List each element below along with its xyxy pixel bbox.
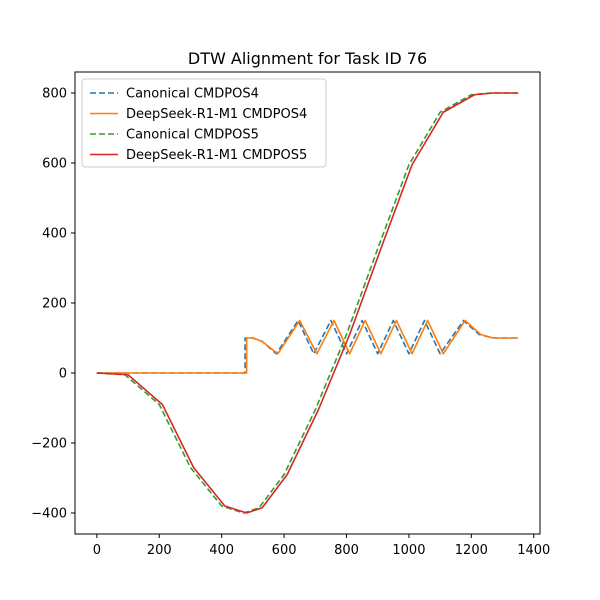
y-axis: −400 −200 0 200 400 600 800 <box>31 87 75 522</box>
x-tick-label: 1000 <box>392 543 425 558</box>
y-tick-label: 400 <box>42 227 67 242</box>
x-tick-label: 800 <box>334 543 359 558</box>
x-axis: 0 200 400 600 800 1000 1200 1400 <box>93 534 550 558</box>
x-tick-label: 400 <box>209 543 234 558</box>
legend-label-3: Canonical CMDPOS5 <box>126 128 259 143</box>
legend: Canonical CMDPOS4 DeepSeek-R1-M1 CMDPOS4 C… <box>81 78 327 168</box>
series-line-2 <box>96 319 519 374</box>
y-tick-label: 800 <box>42 87 67 102</box>
chart-title: DTW Alignment for Task ID 76 <box>188 49 427 68</box>
x-tick-label: 200 <box>147 543 172 558</box>
plot-lines <box>96 92 519 514</box>
y-tick-label: 200 <box>42 297 67 312</box>
legend-label-2: DeepSeek-R1-M1 CMDPOS4 <box>126 107 307 122</box>
x-tick-label: 1200 <box>455 543 488 558</box>
y-tick-label: −200 <box>31 437 67 452</box>
y-tick-label: 600 <box>42 157 67 172</box>
legend-label-1: Canonical CMDPOS4 <box>126 87 259 102</box>
legend-box <box>81 78 327 168</box>
series-line-4 <box>96 92 519 514</box>
y-tick-label: −400 <box>31 507 67 522</box>
x-tick-label: 600 <box>272 543 297 558</box>
legend-label-4: DeepSeek-R1-M1 CMDPOS5 <box>126 148 307 163</box>
series-line-3 <box>96 92 519 514</box>
x-tick-label: 0 <box>93 543 101 558</box>
y-tick-label: 0 <box>59 367 67 382</box>
x-tick-label: 1400 <box>517 543 550 558</box>
